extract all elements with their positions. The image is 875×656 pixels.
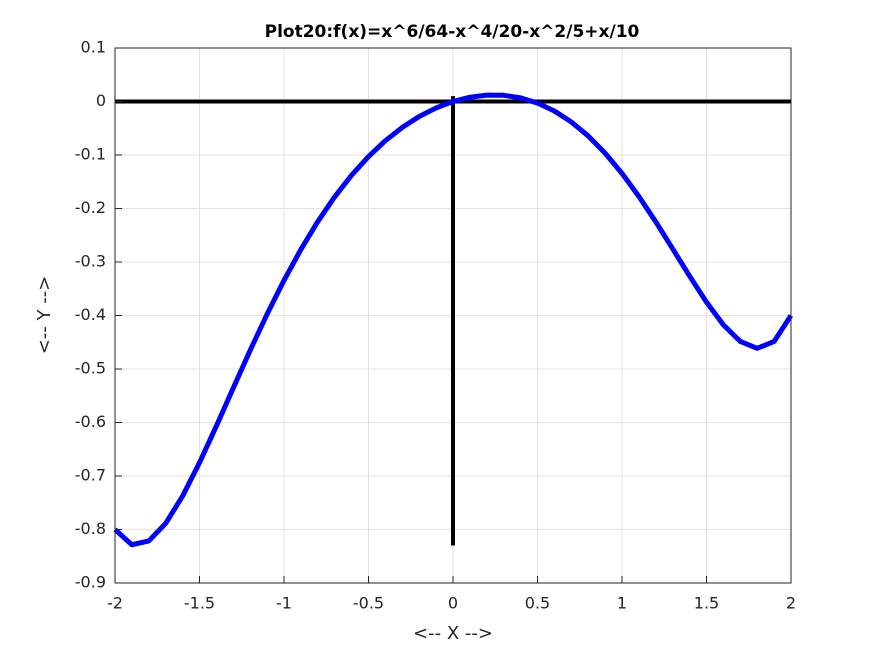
x-tick-label: 1.5	[694, 594, 719, 613]
x-tick-label: 2	[786, 594, 796, 613]
x-tick-label: 1	[617, 594, 627, 613]
marks-layer	[113, 92, 794, 548]
y-tick-label: -0.5	[75, 359, 106, 378]
y-tick-label: -0.6	[75, 412, 106, 431]
y-tick-label: -0.9	[75, 573, 106, 592]
y-tick-label: -0.7	[75, 466, 106, 485]
y-axis-label: <-- Y -->	[34, 276, 55, 355]
x-tick-label: 0	[448, 594, 458, 613]
y-tick-label: 0	[96, 91, 106, 110]
x-tick-label: -0.5	[353, 594, 384, 613]
function-curve	[113, 92, 794, 548]
chart-title: Plot20:f(x)=x^6/64-x^4/20-x^2/5+x/10	[265, 22, 640, 42]
x-tick-label: -1	[276, 594, 292, 613]
y-tick-label: -0.2	[75, 198, 106, 217]
labels-layer: -2 -1.5 -1 -0.5 0 0.5 1 1.5 2 0.1 0 -0.1 -0.2 -0.3 -0.…	[75, 38, 796, 613]
x-axis-label: <-- X -->	[413, 623, 493, 644]
x-tick-label: -2	[107, 594, 123, 613]
y-tick-label: -0.3	[75, 252, 106, 271]
y-tick-label: -0.4	[75, 305, 106, 324]
x-tick-label: 0.5	[525, 594, 550, 613]
y-tick-label: -0.8	[75, 519, 106, 538]
y-tick-label: -0.1	[75, 145, 106, 164]
y-tick-label: 0.1	[81, 38, 106, 57]
x-tick-label: -1.5	[184, 594, 215, 613]
